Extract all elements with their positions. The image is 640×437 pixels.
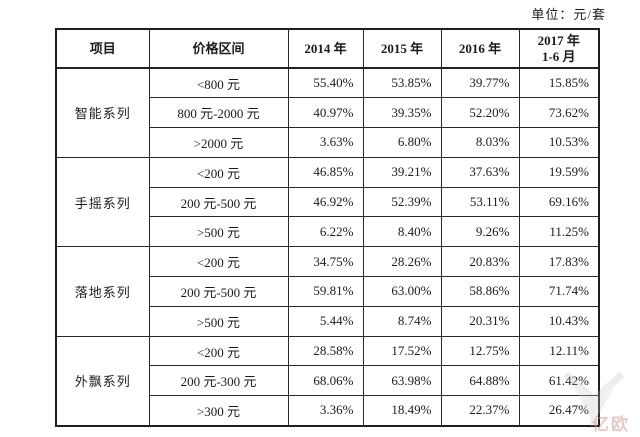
table-row: >500 元 5.44% 8.74% 20.31% 10.43%: [56, 305, 600, 337]
table-row: 手摇系列 <200 元 46.85% 39.21% 37.63% 19.59%: [55, 156, 600, 248]
value-cell: 53.11%: [440, 186, 520, 218]
header-row: 项目 价格区间 2014 年 2015 年 2016 年 2017 年 1-6 …: [55, 28, 600, 69]
price-range-cell: <200 元: [148, 156, 289, 188]
value-cell: 26.47%: [518, 395, 600, 427]
value-cell: 20.31%: [440, 305, 520, 337]
price-range-cell: <200 元: [148, 335, 289, 367]
value-cell: 39.35%: [362, 97, 442, 129]
value-cell: 10.43%: [518, 305, 600, 337]
price-range-cell: >2000 元: [148, 127, 289, 158]
value-cell: 63.00%: [362, 276, 442, 307]
value-cell: 15.85%: [518, 67, 600, 99]
price-range-cell: <800 元: [148, 67, 289, 99]
price-range-cell: >500 元: [148, 216, 289, 248]
value-cell: 8.40%: [362, 216, 442, 248]
series-name-cell: 智能系列: [55, 67, 150, 158]
value-cell: 52.39%: [362, 186, 442, 218]
value-cell: 8.03%: [440, 127, 520, 158]
table-row: >300 元 3.36% 18.49% 22.37% 26.47%: [56, 395, 600, 427]
value-cell: 68.06%: [287, 365, 364, 397]
value-cell: 64.88%: [440, 365, 520, 397]
value-cell: 8.74%: [362, 305, 442, 337]
value-cell: 17.52%: [362, 335, 442, 367]
value-cell: 12.11%: [518, 335, 600, 367]
price-range-cell: <200 元: [148, 246, 289, 278]
value-cell: 37.63%: [440, 156, 520, 188]
value-cell: 46.85%: [287, 156, 364, 188]
value-cell: 53.85%: [362, 67, 442, 99]
value-cell: 52.20%: [440, 97, 520, 129]
value-cell: 18.49%: [362, 395, 442, 427]
value-cell: 39.21%: [362, 156, 442, 188]
watermark-text: 亿欧: [592, 415, 630, 434]
value-cell: 9.26%: [440, 216, 520, 248]
header-2017-line1: 2017 年: [537, 32, 580, 48]
table-row: >2000 元 3.63% 6.80% 8.03% 10.53%: [56, 127, 600, 158]
watermark-logo-icon: [563, 371, 625, 426]
value-cell: 39.77%: [440, 67, 520, 99]
header-2014: 2014 年: [287, 28, 364, 69]
value-cell: 40.97%: [287, 97, 364, 129]
value-cell: 19.59%: [518, 156, 600, 188]
value-cell: 63.98%: [362, 365, 442, 397]
value-cell: 5.44%: [287, 305, 364, 337]
value-cell: 22.37%: [440, 395, 520, 427]
table-row: 200 元-500 元 59.81% 63.00% 58.86% 71.74%: [56, 276, 600, 307]
table-row: 200 元-500 元 46.92% 52.39% 53.11% 69.16%: [56, 186, 600, 218]
value-cell: 3.36%: [287, 395, 364, 427]
header-2017: 2017 年 1-6 月: [518, 28, 600, 69]
unit-label: 单位：元/套: [531, 7, 606, 22]
table-row: 落地系列 <200 元 34.75% 28.26% 20.83% 17.83%: [55, 246, 600, 337]
value-cell: 59.81%: [287, 276, 364, 307]
value-cell: 10.53%: [518, 127, 600, 158]
value-cell: 46.92%: [287, 186, 364, 218]
header-2016: 2016 年: [440, 28, 520, 69]
value-cell: 28.58%: [287, 335, 364, 367]
value-cell: 11.25%: [518, 216, 600, 248]
value-cell: 55.40%: [287, 67, 364, 99]
header-2017-line2: 1-6 月: [541, 48, 576, 64]
value-cell: 28.26%: [362, 246, 442, 278]
group-floor-series: 落地系列 <200 元 34.75% 28.26% 20.83% 17.83% …: [55, 246, 600, 337]
table-row: 外飘系列 <200 元 28.58% 17.52% 12.75% 12.11%: [55, 335, 600, 427]
header-price-range: 价格区间: [148, 28, 289, 69]
group-bay-series: 外飘系列 <200 元 28.58% 17.52% 12.75% 12.11% …: [55, 335, 600, 427]
group-smart-series: 智能系列 <800 元 55.40% 53.85% 39.77% 15.85% …: [55, 67, 600, 158]
value-cell: 34.75%: [287, 246, 364, 278]
value-cell: 6.80%: [362, 127, 442, 158]
group-handcrank-series: 手摇系列 <200 元 46.85% 39.21% 37.63% 19.59% …: [55, 156, 600, 248]
series-name-cell: 外飘系列: [55, 335, 150, 427]
price-range-cell: 200 元-500 元: [148, 186, 289, 218]
table-row: >500 元 6.22% 8.40% 9.26% 11.25%: [56, 216, 600, 248]
table-row: 智能系列 <800 元 55.40% 53.85% 39.77% 15.85%: [55, 67, 600, 158]
price-range-cell: 200 元-500 元: [148, 276, 289, 307]
price-range-cell: 200 元-300 元: [148, 365, 289, 397]
table-header: 项目 价格区间 2014 年 2015 年 2016 年 2017 年 1-6 …: [55, 28, 600, 69]
series-name-cell: 落地系列: [55, 246, 150, 337]
price-range-cell: >500 元: [148, 305, 289, 337]
value-cell: 58.86%: [440, 276, 520, 307]
price-range-cell: 800 元-2000 元: [148, 97, 289, 129]
price-range-table: 项目 价格区间 2014 年 2015 年 2016 年 2017 年 1-6 …: [55, 28, 600, 427]
value-cell: 71.74%: [518, 276, 600, 307]
value-cell: 6.22%: [287, 216, 364, 248]
series-name-cell: 手摇系列: [55, 156, 150, 248]
value-cell: 69.16%: [518, 186, 600, 218]
header-item: 项目: [55, 28, 150, 69]
price-range-cell: >300 元: [148, 395, 289, 427]
value-cell: 73.62%: [518, 97, 600, 129]
header-2015: 2015 年: [362, 28, 442, 69]
value-cell: 17.83%: [518, 246, 600, 278]
value-cell: 12.75%: [440, 335, 520, 367]
value-cell: 3.63%: [287, 127, 364, 158]
table-row: 800 元-2000 元 40.97% 39.35% 52.20% 73.62%: [56, 97, 600, 129]
value-cell: 20.83%: [440, 246, 520, 278]
